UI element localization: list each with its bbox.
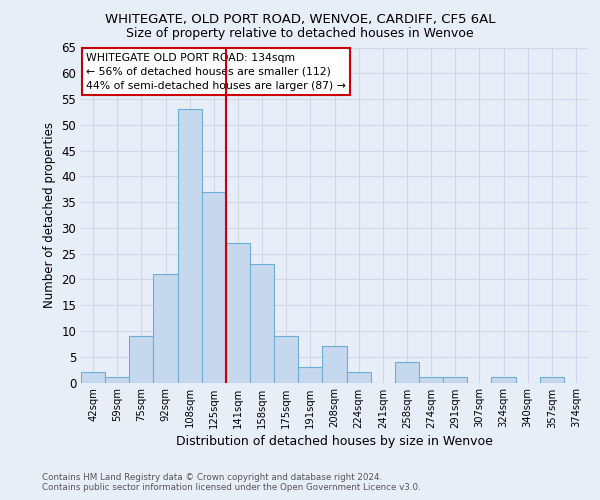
Bar — [202, 192, 226, 382]
Bar — [154, 274, 178, 382]
Text: Contains HM Land Registry data © Crown copyright and database right 2024.
Contai: Contains HM Land Registry data © Crown c… — [42, 473, 421, 492]
Bar — [81, 372, 105, 382]
Bar — [395, 362, 419, 382]
Bar — [250, 264, 274, 382]
Bar — [298, 367, 322, 382]
Bar — [129, 336, 154, 382]
Bar — [274, 336, 298, 382]
Bar — [226, 244, 250, 382]
Bar — [419, 378, 443, 382]
Bar — [491, 378, 515, 382]
Bar — [443, 378, 467, 382]
Text: WHITEGATE, OLD PORT ROAD, WENVOE, CARDIFF, CF5 6AL: WHITEGATE, OLD PORT ROAD, WENVOE, CARDIF… — [105, 12, 495, 26]
Bar — [347, 372, 371, 382]
X-axis label: Distribution of detached houses by size in Wenvoe: Distribution of detached houses by size … — [176, 434, 493, 448]
Text: Size of property relative to detached houses in Wenvoe: Size of property relative to detached ho… — [126, 26, 474, 40]
Bar — [540, 378, 564, 382]
Bar — [322, 346, 347, 382]
Y-axis label: Number of detached properties: Number of detached properties — [43, 122, 56, 308]
Bar — [178, 110, 202, 382]
Bar — [105, 378, 129, 382]
Text: WHITEGATE OLD PORT ROAD: 134sqm
← 56% of detached houses are smaller (112)
44% o: WHITEGATE OLD PORT ROAD: 134sqm ← 56% of… — [86, 52, 346, 90]
